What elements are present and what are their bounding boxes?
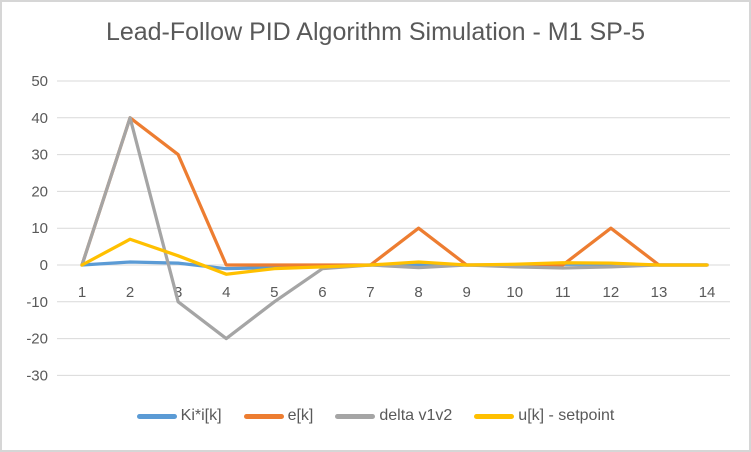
legend-item-ki-i: Ki*i[k]	[136, 407, 222, 425]
legend-swatch-ki-i	[136, 413, 177, 419]
series-line-u-k-setpoint	[80, 237, 709, 276]
svg-text:8: 8	[414, 284, 422, 301]
svg-text:12: 12	[603, 284, 620, 301]
y-axis-tick-labels: -30 -20 -10 0 10 20 30 40 50	[26, 73, 48, 384]
legend-label-u-k-setpoint: u[k] - setpoint	[518, 407, 615, 424]
svg-text:4: 4	[222, 284, 230, 301]
svg-text:2: 2	[126, 284, 134, 301]
legend-item-delta-v1v2: delta v1v2	[335, 407, 452, 425]
legend-swatch-e-k	[243, 413, 284, 419]
chart-legend: Ki*i[k] e[k] delta v1v2 u[k] - setpoint	[2, 407, 749, 425]
svg-text:40: 40	[31, 110, 48, 127]
svg-text:7: 7	[366, 284, 374, 301]
svg-text:0: 0	[40, 257, 48, 274]
svg-text:11: 11	[555, 284, 571, 301]
legend-item-u-k-setpoint: u[k] - setpoint	[474, 407, 614, 425]
svg-text:50: 50	[31, 73, 48, 90]
series-line-delta-v1v2	[80, 116, 709, 341]
svg-text:1: 1	[78, 284, 86, 301]
svg-text:3: 3	[174, 284, 182, 301]
legend-swatch-u-k-setpoint	[474, 413, 515, 419]
legend-label-delta-v1v2: delta v1v2	[379, 407, 453, 424]
x-axis-tick-labels: 1 2 3 4 5 6 7 8 9 10 11 12 13 14	[78, 284, 716, 301]
svg-text:5: 5	[270, 284, 278, 301]
svg-text:6: 6	[318, 284, 326, 301]
chart-title: Lead-Follow PID Algorithm Simulation - M…	[105, 18, 646, 46]
svg-text:10: 10	[31, 220, 48, 237]
legend-swatch-delta-v1v2	[335, 413, 376, 419]
legend-label-ki-i: Ki*i[k]	[180, 407, 222, 424]
series-lines	[80, 116, 709, 341]
svg-text:30: 30	[31, 147, 48, 164]
series-line-e-k-	[80, 116, 709, 267]
svg-text:-30: -30	[26, 367, 48, 384]
svg-text:-20: -20	[26, 331, 48, 348]
legend-item-e-k: e[k]	[243, 407, 314, 425]
svg-text:-10: -10	[26, 294, 48, 311]
svg-text:10: 10	[506, 284, 523, 301]
svg-text:13: 13	[651, 284, 668, 301]
svg-text:20: 20	[31, 183, 48, 200]
svg-text:9: 9	[462, 284, 470, 301]
legend-label-e-k: e[k]	[287, 407, 314, 424]
svg-text:14: 14	[699, 284, 716, 301]
